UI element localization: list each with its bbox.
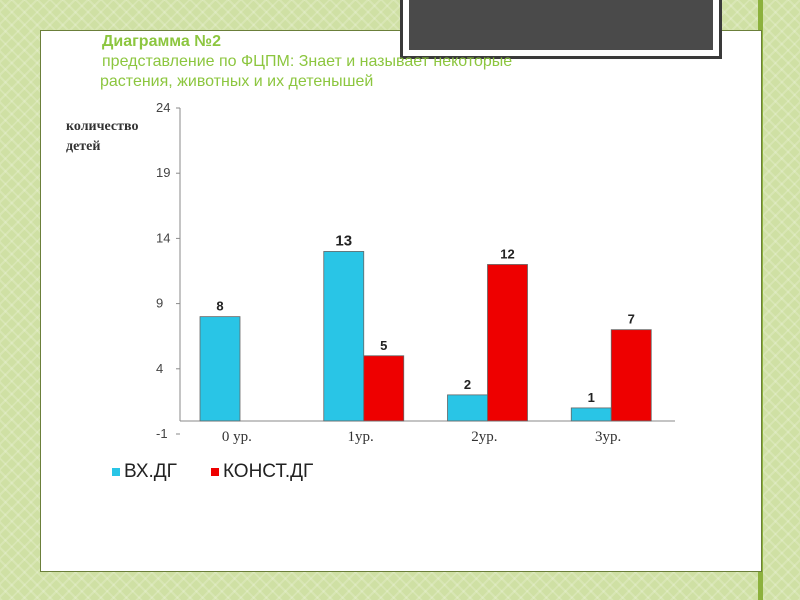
title-placeholder-inner bbox=[409, 0, 713, 50]
data-label: 2 bbox=[464, 377, 471, 392]
legend-label: ВХ.ДГ bbox=[124, 461, 177, 482]
heading-line-2: представление по ФЦПМ: Знает и называет … bbox=[102, 53, 513, 70]
bar-konst-dg bbox=[363, 355, 405, 422]
data-label: 1 bbox=[588, 390, 595, 405]
x-tick-label: 3ур. bbox=[595, 429, 621, 445]
legend-item: КОНСТ.ДГ bbox=[210, 461, 314, 483]
bar-vh-dg bbox=[199, 316, 241, 422]
bar-konst-dg bbox=[610, 329, 652, 422]
y-tick-label: 19 bbox=[156, 165, 170, 180]
bar-vh-dg bbox=[570, 407, 612, 422]
y-axis-label: количество детей bbox=[66, 119, 139, 154]
y-tick-label: 9 bbox=[156, 296, 163, 311]
heading-line-1: Диаграмма №2 bbox=[102, 33, 222, 50]
data-label: 12 bbox=[500, 246, 514, 261]
legend-item: ВХ.ДГ bbox=[112, 461, 177, 483]
data-label: 5 bbox=[380, 338, 387, 353]
y-tick-label: -1 bbox=[156, 426, 168, 441]
bar-konst-dg bbox=[487, 264, 528, 422]
data-label: 13 bbox=[335, 232, 352, 249]
slide-heading: Диаграмма №2 представление по ФЦПМ: Знае… bbox=[100, 32, 700, 92]
x-tick-label: 2ур. bbox=[471, 429, 497, 445]
bar-vh-dg bbox=[447, 394, 488, 422]
bar-vh-dg bbox=[323, 251, 365, 422]
y-tick-label: 24 bbox=[156, 100, 170, 115]
data-label: 7 bbox=[628, 312, 635, 327]
legend-swatch bbox=[112, 468, 120, 476]
slide-panel bbox=[40, 30, 762, 572]
x-tick-label: 0 ур. bbox=[222, 429, 252, 445]
x-tick-label: 1ур. bbox=[348, 429, 374, 445]
y-tick-label: 14 bbox=[156, 230, 170, 245]
heading-line-3: растения, животных и их детенышей bbox=[100, 73, 374, 90]
legend-swatch bbox=[210, 468, 219, 476]
legend-label: КОНСТ.ДГ bbox=[222, 461, 314, 482]
chart-legend: ВХ.ДГ КОНСТ.ДГ bbox=[112, 460, 347, 484]
data-label: 8 bbox=[216, 299, 223, 314]
title-placeholder bbox=[400, 0, 722, 59]
y-tick-label: 4 bbox=[156, 361, 163, 376]
